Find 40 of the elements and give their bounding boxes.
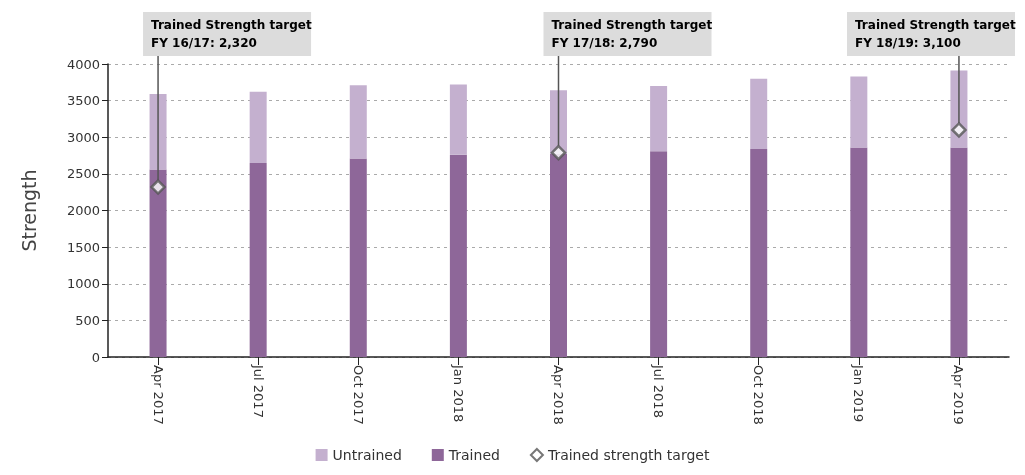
bar: [650, 151, 668, 357]
bar: [149, 169, 167, 357]
y-tick-label: 500: [75, 312, 100, 328]
y-tick-label: 3000: [66, 129, 100, 145]
bar: [650, 85, 668, 152]
annotation: Trained Strength target FY 18/19: 3,100: [855, 18, 1016, 50]
y-tick-label: 2500: [66, 166, 100, 182]
x-tick-label: Apr 2017: [150, 365, 166, 425]
x-tick-label: Jul 2018: [651, 364, 667, 418]
x-tick-label: Jan 2018: [450, 364, 466, 423]
y-tick-label: 3500: [66, 93, 100, 109]
y-tick-label: 1000: [66, 276, 100, 292]
x-tick-label: Apr 2018: [551, 365, 566, 425]
y-tick-label: 4000: [66, 56, 100, 72]
y-tick-label: 0: [91, 349, 100, 365]
annotation: Trained Strength target FY 17/18: 2,790: [551, 18, 713, 50]
x-tick-label: Apr 2019: [951, 365, 967, 425]
legend-label: Trained: [447, 447, 500, 463]
bar: [950, 147, 968, 357]
x-tick-label: Jul 2017: [250, 364, 266, 418]
legend-label: Untrained: [332, 447, 402, 463]
bar: [349, 158, 367, 357]
bar: [349, 85, 367, 159]
bar: [449, 154, 467, 357]
bar: [850, 76, 868, 148]
bar: [850, 147, 868, 357]
y-tick-label: 2000: [66, 203, 100, 218]
bar: [550, 154, 567, 357]
y-tick-label: 1500: [66, 239, 100, 255]
x-tick-label: Oct 2018: [751, 365, 767, 425]
x-tick-label: Oct 2017: [350, 365, 366, 425]
annotation: Trained Strength target FY 16/17: 2,320: [151, 18, 313, 50]
bar: [750, 148, 768, 357]
bar: [449, 84, 467, 155]
x-tick-label: Jan 2019: [851, 364, 867, 423]
bar: [750, 78, 768, 149]
y-axis-title: Strength: [17, 169, 40, 252]
bar: [249, 91, 267, 163]
legend-label: Trained strength target: [546, 447, 710, 463]
bar: [249, 162, 267, 357]
